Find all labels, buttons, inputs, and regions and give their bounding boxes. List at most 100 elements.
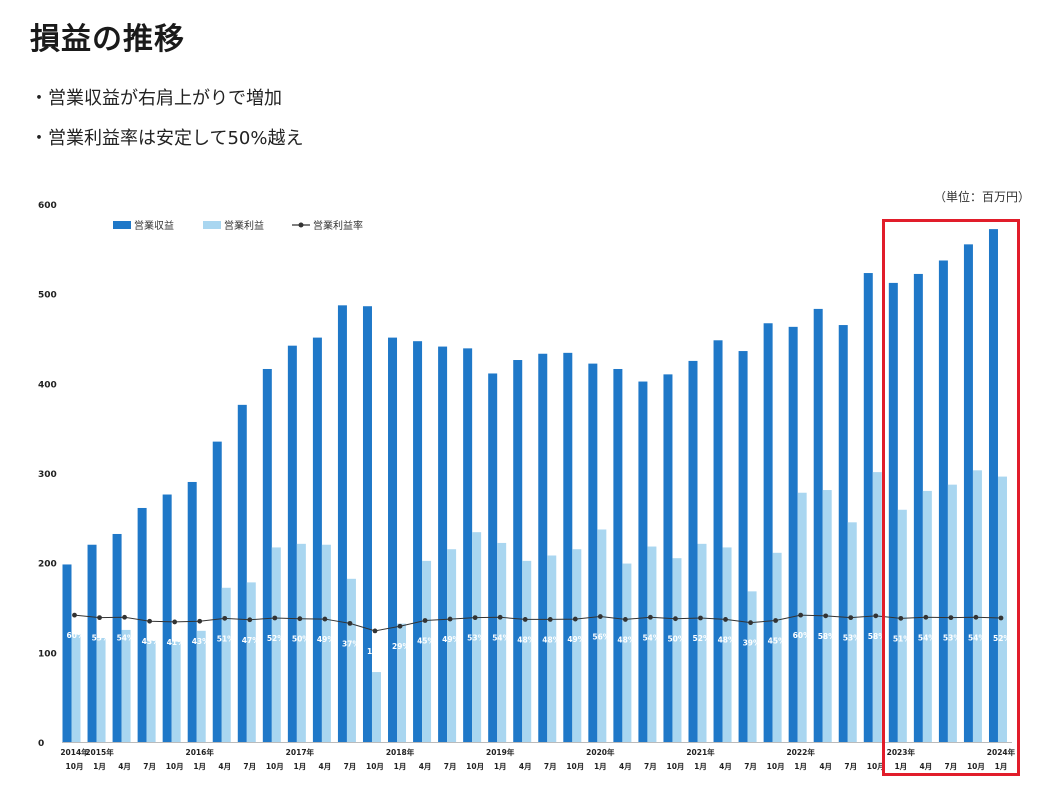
x-tick-label: 7月 <box>744 762 757 771</box>
margin-labels: 60% 53% 54% 43% 41% 43% 51% 47% 52% 50% 49% 37% 16% 2… <box>67 631 1012 656</box>
margin-data-label: 47% <box>242 636 260 645</box>
margin-point <box>748 620 753 626</box>
margin-point <box>973 614 979 620</box>
margin-data-label: 52% <box>693 634 711 643</box>
revenue-bar <box>513 360 523 742</box>
margin-data-label: 54% <box>117 633 135 642</box>
x-year-label: 2023年 <box>887 747 916 757</box>
revenue-bar <box>162 494 172 742</box>
profit-bar <box>271 547 281 742</box>
margin-point <box>823 613 829 619</box>
margin-point <box>197 618 203 624</box>
revenue-bar <box>588 363 598 742</box>
margin-data-label: 54% <box>918 633 936 642</box>
x-tick-label: 10月 <box>967 762 985 771</box>
x-tick-label: 4月 <box>719 762 732 771</box>
margin-point <box>948 615 954 621</box>
margin-point <box>673 616 678 622</box>
profit-bar <box>722 547 732 742</box>
x-tick-label: 1月 <box>394 762 407 771</box>
x-tick-label: 10月 <box>466 762 484 771</box>
x-tick-label: 1月 <box>594 762 607 771</box>
margin-point <box>723 617 728 622</box>
profit-bar <box>171 641 181 742</box>
legend-swatch <box>113 221 131 229</box>
profit-bar <box>972 470 982 742</box>
revenue-bar <box>638 381 648 742</box>
x-year-label: 2019年 <box>486 747 515 757</box>
margin-point <box>898 615 904 621</box>
profit-bar <box>196 630 206 742</box>
y-tick-label: 300 <box>38 470 57 480</box>
unit-label: （単位：百万円） <box>933 190 1030 204</box>
margin-point <box>272 615 278 621</box>
x-tick-label: 7月 <box>844 762 857 771</box>
x-tick-label: 1月 <box>294 762 307 771</box>
x-tick-label: 1月 <box>894 762 907 771</box>
margin-data-label: 45% <box>417 637 435 646</box>
margin-point <box>698 615 703 621</box>
revenue-bar <box>538 353 548 742</box>
revenue-bar <box>988 229 998 742</box>
margin-point <box>72 612 77 618</box>
x-year-label: 2022年 <box>786 747 815 757</box>
margin-data-label: 51% <box>893 634 911 643</box>
revenue-bar <box>938 260 948 742</box>
x-tick-label: 4月 <box>218 762 231 771</box>
margin-data-label: 53% <box>92 634 110 643</box>
x-tick-label: 10月 <box>66 762 84 771</box>
x-tick-label: 4月 <box>819 762 832 771</box>
profit-bar <box>547 555 557 742</box>
margin-data-label: 53% <box>843 634 861 643</box>
bullet-revenue: 営業収益が右肩上がりで増加 <box>30 84 303 124</box>
profit-bar <box>246 582 256 742</box>
profit-bar <box>747 591 757 742</box>
x-tick-label: 4月 <box>619 762 632 771</box>
revenue-bar <box>688 360 698 742</box>
profit-bar <box>847 522 857 742</box>
x-tick-label: 10月 <box>566 762 584 771</box>
x-year-label: 2020年 <box>586 747 615 757</box>
margin-data-label: 52% <box>993 634 1011 643</box>
margin-point <box>848 615 854 621</box>
revenue-bar <box>463 348 473 742</box>
profit-bar <box>947 484 957 742</box>
margin-point <box>622 617 628 622</box>
revenue-bar <box>838 325 848 742</box>
x-tick-label: 7月 <box>544 762 557 771</box>
bullet-margin: 営業利益率は安定して50%越え <box>30 124 303 164</box>
x-tick-label: 4月 <box>319 762 332 771</box>
margin-point <box>547 617 553 622</box>
profit-bar <box>121 629 131 742</box>
margin-point <box>923 614 929 620</box>
y-tick-label: 200 <box>38 560 57 570</box>
revenue-bar <box>738 351 748 742</box>
revenue-bar <box>438 346 448 742</box>
profit-bar <box>622 563 632 742</box>
profit-bar <box>672 558 682 742</box>
revenue-bar <box>112 533 122 742</box>
y-tick-label: 0 <box>38 739 44 749</box>
margin-data-label: 49% <box>442 635 460 644</box>
x-year-label: 2024年 <box>987 747 1016 757</box>
legend-swatch <box>203 221 221 229</box>
margin-point <box>297 616 303 622</box>
y-axis: 0 100 200 300 400 500 600 <box>38 201 1012 749</box>
profit-bar <box>797 492 807 742</box>
revenue-bar <box>913 273 923 742</box>
revenue-bars <box>62 229 998 742</box>
margin-data-label: 60% <box>67 631 85 640</box>
revenue-bar <box>362 306 372 742</box>
x-tick-label: 10月 <box>266 762 284 771</box>
profit-bar <box>572 549 582 742</box>
margin-line <box>72 612 1004 634</box>
margin-point <box>322 616 328 622</box>
revenue-bar <box>888 282 898 742</box>
margin-point <box>572 616 578 622</box>
legend-label: 営業収益 <box>134 219 174 232</box>
margin-data-label: 54% <box>492 633 510 642</box>
margin-point <box>597 614 603 619</box>
margin-data-label: 41% <box>167 638 185 647</box>
margin-data-label: 53% <box>943 634 961 643</box>
profit-bar <box>997 476 1007 742</box>
